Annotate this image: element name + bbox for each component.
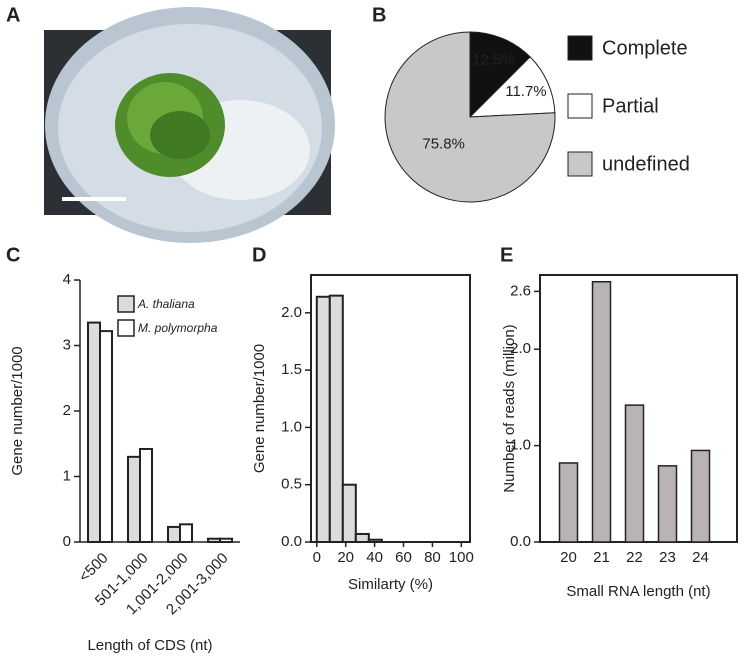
- y-tick-label: 0: [63, 533, 71, 550]
- x-tick-label: 20: [337, 549, 354, 566]
- y-axis-title: Gene number/1000: [251, 344, 268, 473]
- y-tick-label: 2.0: [510, 340, 531, 357]
- bar: [99, 330, 113, 543]
- x-tick-label: <500: [76, 550, 112, 586]
- y-tick-label: 1: [63, 467, 71, 484]
- x-tick-label: 20: [560, 549, 577, 566]
- bar: [179, 523, 193, 544]
- bar: [207, 537, 221, 543]
- bar: [341, 483, 357, 543]
- bar: [367, 538, 383, 543]
- pie-slice: [469, 31, 531, 119]
- x-tick-label: 22: [626, 549, 643, 566]
- x-tick-label: 23: [659, 549, 676, 566]
- frame: [310, 274, 471, 543]
- legend-swatch: [567, 151, 593, 177]
- x-tick-label: 60: [395, 549, 412, 566]
- y-tick-label: 1.0: [281, 418, 302, 435]
- legend-label: Complete: [602, 37, 688, 59]
- photo: [44, 7, 335, 243]
- y-axis-title: Number of reads (million): [501, 324, 518, 492]
- y-tick-label: 4: [63, 271, 71, 288]
- legend-label: A. thaliana: [137, 297, 195, 311]
- legend-swatch: [117, 319, 135, 337]
- bar: [328, 294, 344, 544]
- pie-slice: [384, 31, 556, 203]
- slice-label: 75.8%: [422, 136, 465, 153]
- y-tick-label: 2.6: [510, 282, 531, 299]
- panel-label: D: [252, 244, 266, 266]
- y-tick-label: 1.0: [510, 437, 531, 454]
- bar: [139, 447, 153, 543]
- bar: [167, 525, 181, 543]
- bar: [657, 465, 678, 543]
- bar: [624, 404, 645, 543]
- panel-label: E: [500, 244, 513, 266]
- bar: [591, 280, 612, 543]
- y-tick-label: 0.0: [281, 533, 302, 550]
- bar: [354, 532, 370, 543]
- panel-label: A: [6, 4, 20, 26]
- x-axis-title: Similarty (%): [348, 576, 433, 593]
- y-tick-label: 3: [63, 336, 71, 353]
- x-tick-label: 40: [366, 549, 383, 566]
- y-axis-title: Gene number/1000: [9, 346, 26, 475]
- y-tick-label: 2: [63, 402, 71, 419]
- bar: [558, 462, 579, 543]
- y-tick-label: 2.0: [281, 304, 302, 321]
- bar: [127, 455, 141, 544]
- x-axis-title: Small RNA length (nt): [566, 583, 710, 600]
- x-tick-label: 24: [692, 549, 709, 566]
- bar: [690, 449, 711, 543]
- legend-label: Partial: [602, 95, 659, 117]
- bar: [315, 295, 331, 543]
- panel-label: B: [372, 4, 386, 26]
- legend-label: undefined: [602, 153, 690, 175]
- bar: [87, 321, 101, 544]
- y-tick-label: 0.0: [510, 533, 531, 550]
- x-axis-title: Length of CDS (nt): [87, 637, 212, 654]
- x-tick-label: 100: [449, 549, 474, 566]
- y-tick-label: 0.5: [281, 476, 302, 493]
- y-tick-label: 1.5: [281, 361, 302, 378]
- legend-label: M. polymorpha: [138, 321, 218, 335]
- slice-label: 12.5%: [472, 51, 515, 68]
- bar: [219, 537, 233, 543]
- legend-swatch: [567, 93, 593, 119]
- x-tick-label: 80: [424, 549, 441, 566]
- legend-swatch: [567, 35, 593, 61]
- slice-label: 11.7%: [505, 83, 546, 100]
- pie-slice: [468, 56, 556, 118]
- x-tick-label: 0: [313, 549, 321, 566]
- x-tick-label: 21: [593, 549, 610, 566]
- panel-label: C: [6, 244, 20, 266]
- legend-swatch: [117, 295, 135, 313]
